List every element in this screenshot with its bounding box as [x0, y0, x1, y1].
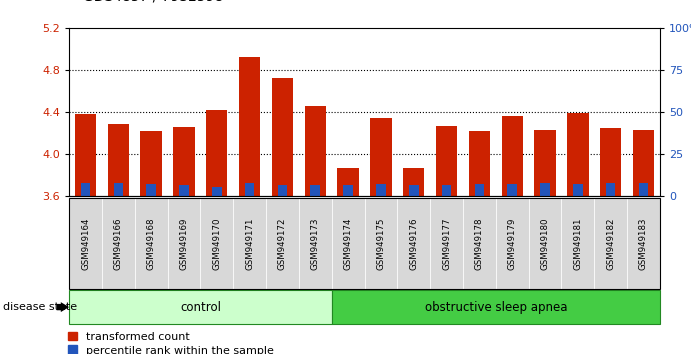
Bar — [337, 168, 359, 196]
Bar — [567, 113, 589, 196]
Bar — [600, 128, 621, 196]
Text: GSM949181: GSM949181 — [574, 217, 583, 270]
Text: GSM949170: GSM949170 — [212, 217, 221, 270]
Bar — [436, 126, 457, 196]
Bar — [108, 124, 129, 196]
Bar — [507, 184, 517, 196]
Bar — [212, 187, 222, 196]
Bar — [272, 78, 293, 196]
Text: GSM949164: GSM949164 — [81, 217, 90, 270]
Bar — [442, 185, 451, 196]
Bar — [573, 184, 583, 196]
Text: GSM949176: GSM949176 — [409, 217, 418, 270]
Text: GSM949168: GSM949168 — [146, 217, 155, 270]
Bar — [179, 185, 189, 196]
Text: GSM949173: GSM949173 — [311, 217, 320, 270]
Legend: transformed count, percentile rank within the sample: transformed count, percentile rank withi… — [68, 332, 274, 354]
Text: GSM949171: GSM949171 — [245, 217, 254, 270]
Bar — [534, 130, 556, 196]
Bar — [343, 185, 353, 196]
Text: GSM949183: GSM949183 — [639, 217, 648, 270]
Bar — [633, 130, 654, 196]
Bar — [173, 127, 195, 196]
Text: GSM949180: GSM949180 — [540, 217, 549, 270]
Bar — [146, 184, 156, 196]
Bar — [502, 115, 523, 196]
Bar — [81, 183, 91, 196]
Bar — [245, 183, 254, 196]
Bar — [468, 131, 490, 196]
Bar — [638, 183, 648, 196]
Bar — [606, 183, 616, 196]
Text: GSM949177: GSM949177 — [442, 217, 451, 270]
Bar — [370, 118, 392, 196]
Text: GSM949182: GSM949182 — [606, 217, 615, 270]
Text: GSM949175: GSM949175 — [377, 217, 386, 270]
Bar — [540, 183, 550, 196]
Bar — [278, 185, 287, 196]
Bar — [75, 114, 96, 196]
Text: GSM949166: GSM949166 — [114, 217, 123, 270]
Bar — [376, 184, 386, 196]
Bar — [113, 183, 123, 196]
Bar — [239, 57, 261, 196]
Text: GSM949174: GSM949174 — [343, 217, 352, 270]
Text: obstructive sleep apnea: obstructive sleep apnea — [424, 301, 567, 314]
Bar — [206, 110, 227, 196]
Text: GSM949179: GSM949179 — [508, 217, 517, 269]
Bar — [140, 131, 162, 196]
Text: disease state: disease state — [3, 302, 77, 312]
Text: GSM949178: GSM949178 — [475, 217, 484, 270]
Text: GSM949172: GSM949172 — [278, 217, 287, 270]
Bar — [475, 184, 484, 196]
Bar — [403, 168, 424, 196]
Text: GSM949169: GSM949169 — [180, 217, 189, 269]
Bar — [310, 185, 320, 196]
Text: control: control — [180, 301, 221, 314]
Bar — [305, 106, 326, 196]
Text: GDS4857 / 7932598: GDS4857 / 7932598 — [83, 0, 223, 4]
Bar — [409, 185, 419, 196]
